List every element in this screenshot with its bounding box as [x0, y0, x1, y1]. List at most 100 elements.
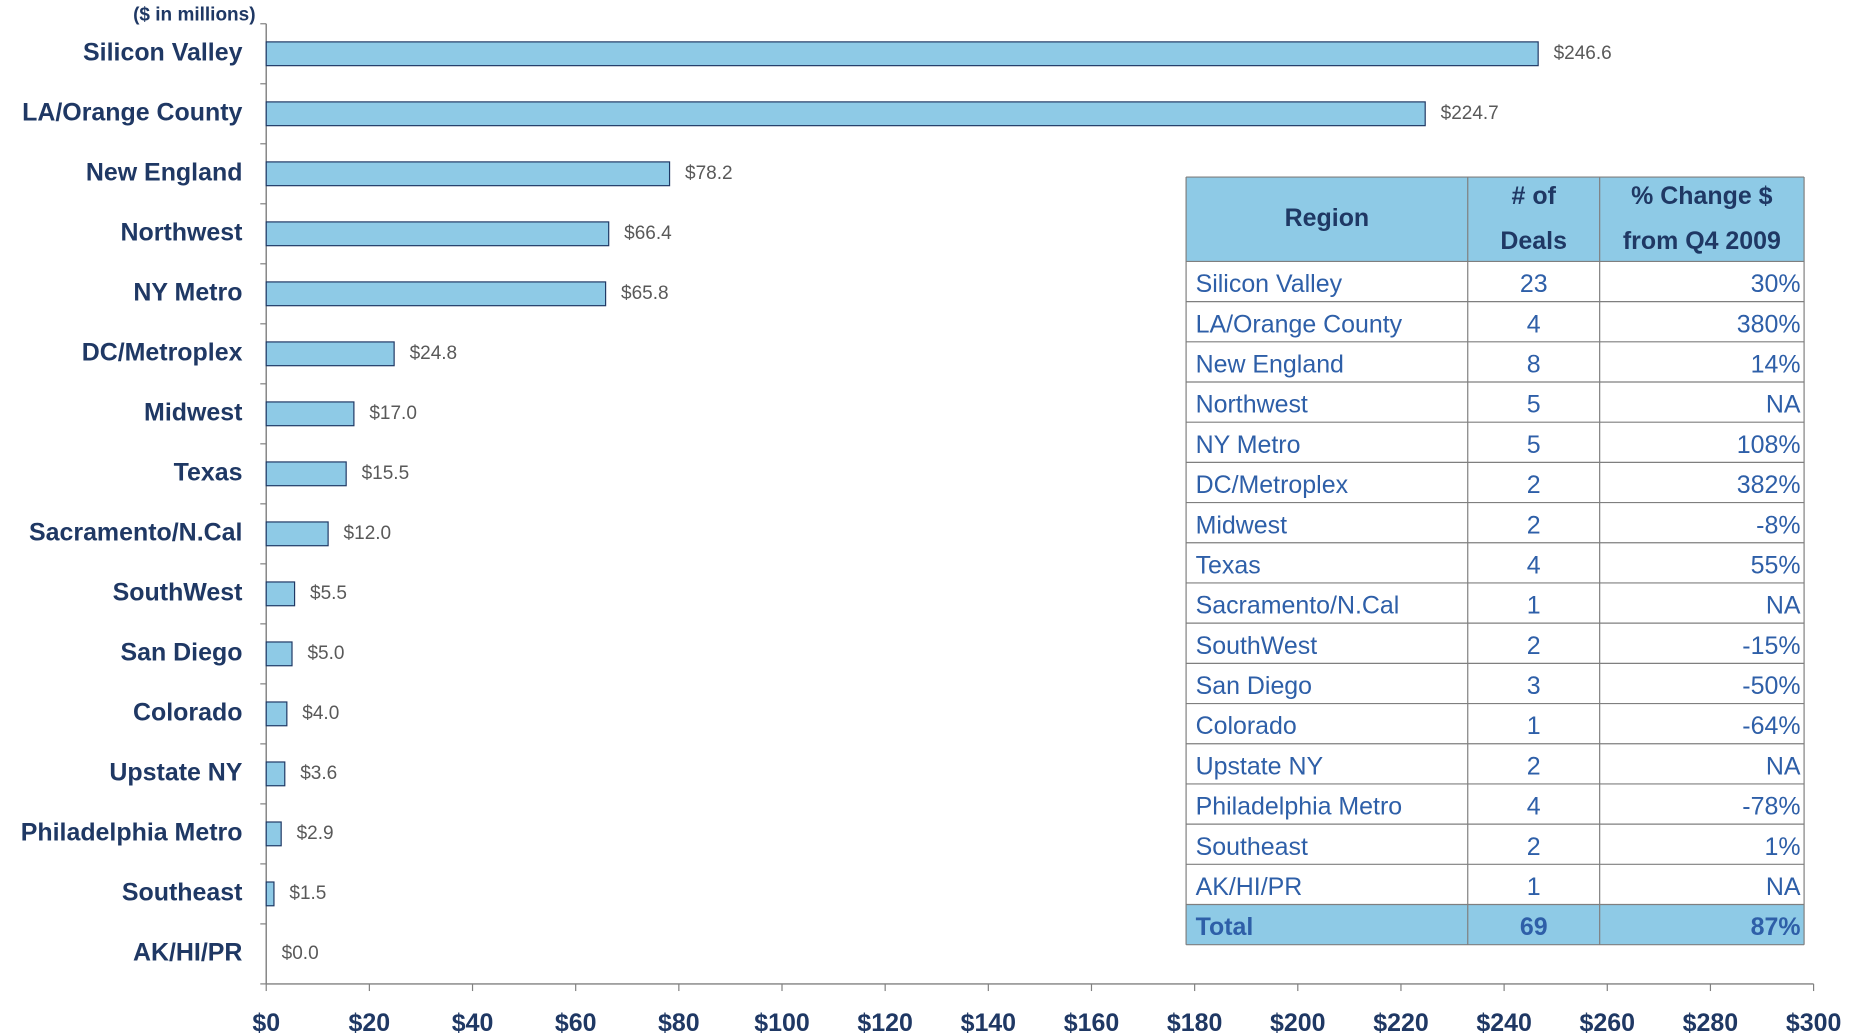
table-header: # of — [1512, 182, 1557, 210]
table-cell: -15% — [1742, 632, 1800, 660]
value-label: $246.6 — [1554, 43, 1612, 64]
table-cell: AK/HI/PR — [1196, 873, 1303, 901]
x-tick-label: $200 — [1270, 1009, 1325, 1035]
table-cell: 1 — [1527, 873, 1541, 901]
table-header-bg — [1186, 177, 1805, 262]
category-label: Southeast — [122, 878, 243, 906]
table-cell: 2 — [1527, 511, 1541, 539]
bar — [265, 341, 395, 367]
table-cell: Colorado — [1196, 712, 1297, 740]
table-cell: 69 — [1520, 913, 1548, 941]
table-cell: NA — [1766, 873, 1801, 901]
table-header: Region — [1285, 204, 1370, 232]
category-label: Texas — [174, 458, 243, 486]
table-cell: 2 — [1527, 471, 1541, 499]
table-cell: Sacramento/N.Cal — [1196, 592, 1400, 620]
x-tick-label: $140 — [961, 1009, 1016, 1035]
table-cell: 2 — [1527, 833, 1541, 861]
bar — [265, 281, 607, 307]
bar — [265, 41, 1539, 67]
table-cell: Texas — [1196, 551, 1261, 579]
table-cell: -64% — [1742, 712, 1800, 740]
category-label: Silicon Valley — [83, 38, 243, 66]
category-label: NY Metro — [133, 278, 242, 306]
x-tick-label: $80 — [658, 1009, 700, 1035]
table-cell: 5 — [1527, 391, 1541, 419]
table-cell: LA/Orange County — [1196, 310, 1403, 338]
table-cell: 2 — [1527, 632, 1541, 660]
table-cell: 4 — [1527, 793, 1541, 821]
table-cell: Silicon Valley — [1196, 270, 1343, 298]
category-label: Philadelphia Metro — [21, 818, 243, 846]
bar — [265, 821, 282, 847]
x-tick-label: $300 — [1786, 1009, 1841, 1035]
value-label: $5.0 — [307, 643, 344, 664]
bar — [265, 761, 286, 787]
x-tick-label: $240 — [1476, 1009, 1531, 1035]
table-cell: Total — [1196, 913, 1254, 941]
category-label: Upstate NY — [109, 758, 242, 786]
bar — [265, 521, 329, 547]
value-label: $224.7 — [1441, 103, 1499, 124]
value-label: $0.0 — [282, 943, 319, 964]
value-label: $17.0 — [369, 403, 417, 424]
bar — [265, 221, 610, 247]
value-label: $24.8 — [410, 343, 458, 364]
x-tick-label: $160 — [1064, 1009, 1119, 1035]
x-tick-label: $100 — [754, 1009, 809, 1035]
value-label: $78.2 — [685, 163, 733, 184]
table-cell: Southeast — [1196, 833, 1308, 861]
category-label: Midwest — [144, 398, 242, 426]
table-cell: 4 — [1527, 551, 1541, 579]
table-cell: 8 — [1527, 351, 1541, 379]
table-cell: 380% — [1737, 310, 1801, 338]
category-label: New England — [86, 158, 243, 186]
value-label: $15.5 — [362, 463, 410, 484]
bar — [265, 101, 1426, 127]
table-cell: -8% — [1756, 511, 1800, 539]
x-tick-label: $20 — [349, 1009, 391, 1035]
table-cell: NA — [1766, 592, 1801, 620]
table-cell: 1 — [1527, 712, 1541, 740]
bar — [265, 641, 293, 667]
category-label: LA/Orange County — [22, 98, 242, 126]
category-label: SouthWest — [113, 578, 243, 606]
value-label: $2.9 — [297, 823, 334, 844]
bar — [265, 881, 275, 907]
x-tick-label: $260 — [1580, 1009, 1635, 1035]
table-cell: 2 — [1527, 752, 1541, 780]
table-cell: 87% — [1751, 913, 1801, 941]
table-cell: Philadelphia Metro — [1196, 793, 1403, 821]
category-label: San Diego — [120, 638, 242, 666]
value-label: $66.4 — [624, 223, 672, 244]
value-label: $65.8 — [621, 283, 669, 304]
table-total-bg — [1186, 904, 1805, 945]
table-cell: New England — [1196, 351, 1344, 379]
table-cell: NA — [1766, 391, 1801, 419]
table-cell: 14% — [1751, 351, 1801, 379]
table-cell: DC/Metroplex — [1196, 471, 1349, 499]
table-cell: NA — [1766, 752, 1801, 780]
x-tick-label: $220 — [1373, 1009, 1428, 1035]
table-cell: 382% — [1737, 471, 1801, 499]
x-tick-label: $40 — [452, 1009, 494, 1035]
bar — [265, 401, 355, 427]
value-label: $4.0 — [302, 703, 339, 724]
table-cell: 108% — [1737, 431, 1801, 459]
table-cell: 3 — [1527, 672, 1541, 700]
value-label: $5.5 — [310, 583, 347, 604]
table-cell: SouthWest — [1196, 632, 1318, 660]
value-label: $3.6 — [300, 763, 337, 784]
table-header: Deals — [1500, 227, 1567, 255]
chart-subtitle: ($ in millions) — [133, 4, 255, 25]
category-label: AK/HI/PR — [133, 938, 242, 966]
category-label: Sacramento/N.Cal — [29, 518, 242, 546]
x-tick-label: $60 — [555, 1009, 597, 1035]
table-cell: -78% — [1742, 793, 1800, 821]
category-label: DC/Metroplex — [82, 338, 243, 366]
table-cell: Upstate NY — [1196, 752, 1324, 780]
bar — [265, 701, 288, 727]
table-cell: 5 — [1527, 431, 1541, 459]
table-cell: 1 — [1527, 592, 1541, 620]
